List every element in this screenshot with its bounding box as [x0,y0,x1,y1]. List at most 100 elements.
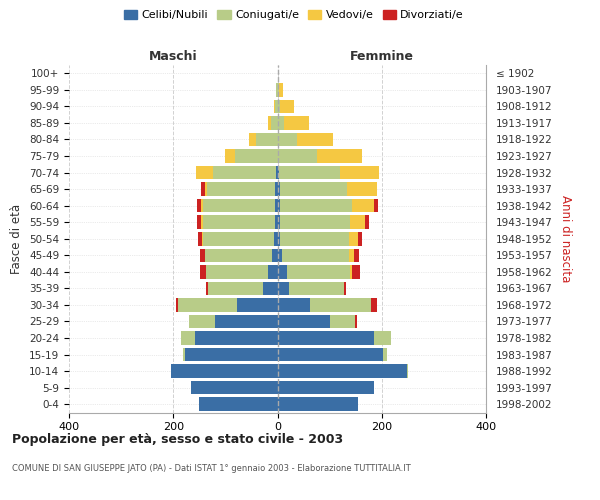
Bar [278,166,340,179]
Bar [202,232,203,245]
Bar [237,298,277,312]
Bar [208,282,263,295]
Bar [183,348,185,362]
Bar [344,282,346,295]
Bar [350,265,352,278]
Bar [263,282,277,295]
Bar [277,232,280,245]
Bar [277,332,374,345]
Bar [202,216,203,229]
Bar [235,149,277,163]
Bar [407,364,409,378]
Bar [271,116,277,130]
Bar [203,216,275,229]
Bar [277,248,281,262]
Bar [203,232,274,245]
Bar [277,166,278,179]
Legend: Celibi/Nubili, Coniugati/e, Vedovi/e, Divorziati/e: Celibi/Nubili, Coniugati/e, Vedovi/e, Di… [119,6,469,25]
Bar [200,265,206,278]
Bar [206,265,268,278]
Bar [277,182,280,196]
Bar [349,232,358,245]
Bar [317,149,362,163]
Bar [280,216,350,229]
Bar [201,182,205,196]
Text: Femmine: Femmine [350,50,414,62]
Bar [350,216,365,229]
Bar [280,182,347,196]
Bar [310,298,371,312]
Bar [205,182,207,196]
Bar [277,149,317,163]
Bar [275,100,277,113]
Bar [215,314,277,328]
Bar [277,298,310,312]
Bar [256,132,277,146]
Bar [268,265,277,278]
Bar [275,199,277,212]
Bar [195,332,277,345]
Bar [206,282,208,295]
Bar [277,216,280,229]
Bar [199,398,277,411]
Bar [277,100,280,113]
Bar [185,348,277,362]
Text: Maschi: Maschi [149,50,197,62]
Bar [289,282,344,295]
Bar [277,381,374,394]
Bar [197,216,202,229]
Bar [250,132,256,146]
Bar [280,100,294,113]
Bar [226,149,235,163]
Bar [198,232,202,245]
Bar [278,83,283,96]
Bar [268,116,271,130]
Bar [207,182,275,196]
Bar [277,83,278,96]
Bar [277,364,407,378]
Bar [277,116,284,130]
Bar [371,298,377,312]
Bar [181,332,195,345]
Bar [329,314,355,328]
Bar [213,166,277,179]
Bar [272,248,277,262]
Bar [277,314,329,328]
Bar [280,199,352,212]
Text: COMUNE DI SAN GIUSEPPE JATO (PA) - Dati ISTAT 1° gennaio 2003 - Elaborazione TUT: COMUNE DI SAN GIUSEPPE JATO (PA) - Dati … [12,464,411,473]
Bar [191,381,277,394]
Bar [365,216,369,229]
Bar [170,364,277,378]
Bar [196,166,213,179]
Bar [352,265,360,278]
Bar [176,298,178,312]
Bar [340,166,379,179]
Bar [347,182,377,196]
Bar [274,100,275,113]
Bar [203,199,275,212]
Bar [277,348,383,362]
Bar [374,332,391,345]
Y-axis label: Fasce di età: Fasce di età [10,204,23,274]
Bar [275,216,277,229]
Bar [298,132,333,146]
Bar [200,248,205,262]
Bar [280,232,349,245]
Bar [275,182,277,196]
Bar [277,282,289,295]
Bar [277,398,358,411]
Bar [352,199,374,212]
Bar [358,232,362,245]
Bar [355,314,357,328]
Bar [274,232,277,245]
Bar [374,199,378,212]
Bar [197,199,201,212]
Bar [287,265,350,278]
Text: Popolazione per età, sesso e stato civile - 2003: Popolazione per età, sesso e stato civil… [12,432,343,446]
Bar [349,248,353,262]
Bar [178,298,237,312]
Bar [281,248,349,262]
Bar [201,199,203,212]
Y-axis label: Anni di nascita: Anni di nascita [559,195,572,282]
Bar [383,348,387,362]
